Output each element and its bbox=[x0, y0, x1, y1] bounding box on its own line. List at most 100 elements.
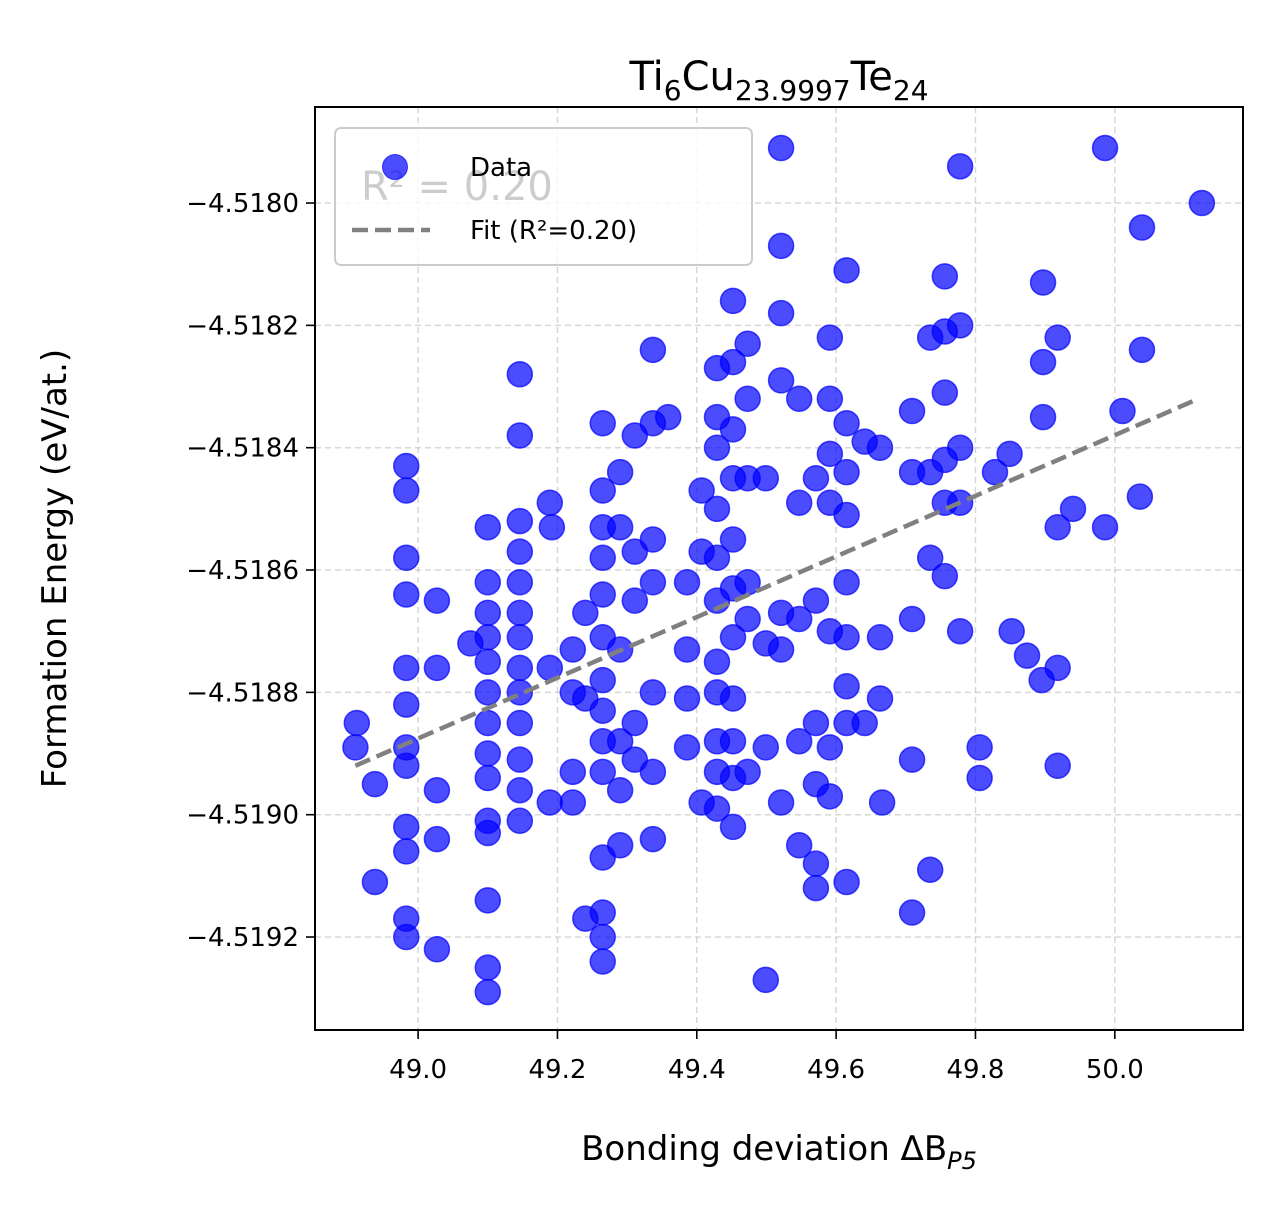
data-point bbox=[474, 709, 502, 737]
data-point bbox=[816, 440, 844, 468]
data-point bbox=[474, 569, 502, 596]
data-point bbox=[833, 501, 860, 529]
data-point bbox=[752, 966, 780, 994]
x-tick-label: 49.4 bbox=[668, 1055, 726, 1085]
title-part: Ti bbox=[628, 54, 663, 100]
data-point bbox=[966, 734, 993, 761]
data-point bbox=[393, 691, 420, 718]
data-point bbox=[506, 599, 534, 627]
data-point bbox=[639, 679, 667, 706]
data-point bbox=[673, 636, 701, 663]
title-part: 6 bbox=[664, 74, 682, 107]
data-point bbox=[703, 434, 731, 461]
data-point bbox=[785, 489, 813, 516]
data-point bbox=[1044, 513, 1071, 541]
title-part: Te bbox=[850, 54, 893, 100]
data-point bbox=[916, 544, 944, 572]
data-point bbox=[589, 581, 616, 608]
data-point bbox=[606, 458, 634, 486]
data-point bbox=[606, 776, 634, 804]
x-tick-label: 49.0 bbox=[389, 1055, 447, 1085]
data-point bbox=[966, 764, 993, 792]
data-point bbox=[423, 936, 451, 963]
data-point bbox=[1029, 403, 1057, 431]
data-point bbox=[1188, 189, 1216, 217]
data-point bbox=[946, 434, 974, 461]
data-point bbox=[559, 758, 587, 786]
data-point bbox=[606, 513, 634, 541]
y-tick-label: −4.5186 bbox=[186, 556, 299, 586]
data-point bbox=[802, 587, 830, 614]
data-point bbox=[898, 899, 926, 926]
data-point bbox=[559, 789, 587, 816]
data-point bbox=[931, 379, 959, 406]
data-point bbox=[589, 666, 616, 694]
data-point bbox=[606, 832, 634, 859]
y-tick-label: −4.5184 bbox=[186, 434, 299, 464]
data-point bbox=[474, 740, 502, 767]
data-point bbox=[423, 654, 451, 682]
data-point bbox=[639, 336, 667, 364]
data-point bbox=[785, 605, 813, 633]
data-point bbox=[361, 770, 389, 798]
data-point bbox=[506, 709, 534, 737]
data-point bbox=[719, 813, 747, 841]
data-point bbox=[703, 544, 731, 572]
data-point bbox=[833, 458, 860, 486]
data-point bbox=[688, 477, 715, 504]
data-point bbox=[506, 569, 534, 596]
data-point bbox=[734, 605, 761, 633]
data-point bbox=[719, 416, 747, 443]
data-point bbox=[785, 832, 813, 859]
data-point bbox=[752, 465, 780, 492]
data-point bbox=[393, 813, 420, 841]
data-point bbox=[1128, 214, 1156, 241]
data-point bbox=[589, 923, 616, 951]
data-point bbox=[506, 538, 534, 565]
data-point bbox=[393, 752, 420, 780]
y-tick-label: −4.5188 bbox=[186, 678, 299, 708]
data-point bbox=[785, 385, 813, 413]
data-point bbox=[931, 562, 959, 590]
data-point bbox=[393, 923, 420, 951]
data-point bbox=[606, 728, 634, 755]
data-point bbox=[639, 825, 667, 853]
data-point bbox=[673, 685, 701, 712]
data-point bbox=[621, 746, 649, 773]
data-point bbox=[393, 477, 420, 504]
data-point bbox=[572, 599, 599, 627]
data-point bbox=[998, 617, 1025, 645]
data-point bbox=[1126, 483, 1154, 510]
data-point bbox=[343, 709, 371, 737]
data-point bbox=[802, 465, 830, 492]
data-point bbox=[673, 569, 701, 596]
data-point bbox=[866, 624, 894, 651]
data-point bbox=[621, 709, 649, 737]
data-point bbox=[536, 489, 564, 516]
data-point bbox=[898, 605, 926, 633]
data-point bbox=[536, 789, 564, 816]
data-point bbox=[589, 758, 616, 786]
data-point bbox=[946, 617, 974, 645]
data-point bbox=[719, 287, 747, 315]
data-point bbox=[393, 838, 420, 865]
data-point bbox=[752, 734, 780, 761]
data-point bbox=[719, 348, 747, 376]
data-point bbox=[589, 544, 616, 572]
data-point bbox=[474, 954, 502, 981]
legend-marker bbox=[382, 154, 408, 180]
data-point bbox=[474, 679, 502, 706]
data-point bbox=[767, 367, 795, 394]
data-point bbox=[866, 434, 894, 461]
x-axis-label: Bonding deviation ΔBP5 bbox=[581, 1129, 977, 1175]
data-point bbox=[654, 403, 682, 431]
data-point bbox=[767, 789, 795, 816]
data-point bbox=[423, 587, 451, 614]
data-point bbox=[673, 734, 701, 761]
data-point bbox=[1091, 134, 1119, 162]
data-point bbox=[833, 569, 860, 596]
data-point bbox=[802, 709, 830, 737]
data-point bbox=[474, 764, 502, 792]
data-point bbox=[506, 776, 534, 804]
data-point bbox=[506, 507, 534, 535]
